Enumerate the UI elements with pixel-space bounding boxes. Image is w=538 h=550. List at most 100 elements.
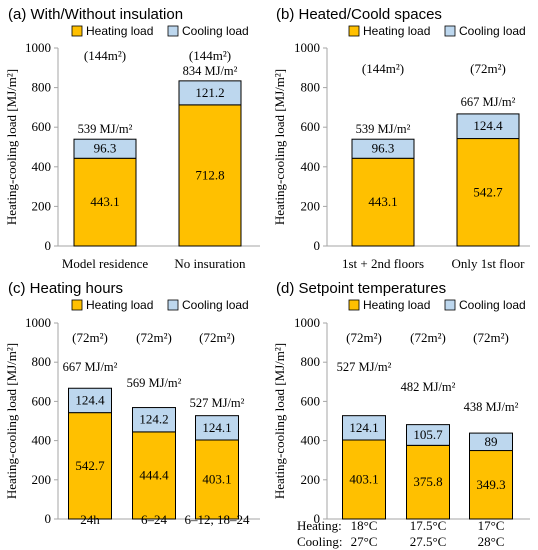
y-tick-label: 200 <box>32 198 52 213</box>
bar-cooling-load <box>73 138 137 159</box>
y-tick-label: 400 <box>32 159 52 174</box>
bar-cooling-load <box>351 138 415 159</box>
x-tick-label: No insuration <box>174 256 246 271</box>
y-tick-label: 1000 <box>25 315 51 330</box>
bar-cooling-load <box>406 424 450 446</box>
bar-heating-load <box>132 431 176 520</box>
area-label: (144m²) <box>84 48 126 63</box>
heating-setpoint-value: 17°C <box>478 518 505 533</box>
y-axis-label: Heating-cooling load [MJ/m²] <box>272 69 287 225</box>
heating-setpoint-label: Heating: <box>297 518 342 533</box>
cooling-setpoint-value: 27.5°C <box>410 534 447 549</box>
legend-label-heating: Heating load <box>363 24 430 38</box>
y-tick-label: 0 <box>314 238 321 253</box>
legend-swatch-cooling <box>444 25 456 37</box>
data-label-cooling: 124.4 <box>75 392 105 407</box>
y-tick-label: 0 <box>314 511 321 526</box>
data-label-cooling: 121.2 <box>195 85 224 100</box>
chart-legend: Heating load Cooling load <box>348 298 526 312</box>
area-label: (72m²) <box>72 330 108 345</box>
bar-heating-load <box>73 157 137 247</box>
y-tick-label: 400 <box>32 433 52 448</box>
cooling-setpoint-label: Cooling: <box>297 534 343 549</box>
chart-title: (c) Heating hours <box>8 280 123 297</box>
total-label: 527 MJ/m² <box>190 396 245 410</box>
legend-swatch-cooling <box>444 299 456 311</box>
bar-heating-load <box>195 439 239 520</box>
x-tick-label: 6–12, 18–24 <box>185 512 251 527</box>
total-label: 667 MJ/m² <box>63 360 118 374</box>
data-label-cooling: 96.3 <box>94 141 117 156</box>
legend-label-cooling: Cooling load <box>182 298 249 312</box>
y-tick-label: 400 <box>301 159 321 174</box>
bar-cooling-load <box>132 407 176 433</box>
x-tick-label: 1st + 2nd floors <box>342 256 424 271</box>
area-label: (72m²) <box>199 330 235 345</box>
chart-title: (a) With/Without insulation <box>8 6 183 23</box>
y-tick-label: 0 <box>45 511 52 526</box>
data-label-cooling: 89 <box>485 434 498 449</box>
bar-heating-load <box>68 412 112 520</box>
legend-swatch-cooling <box>167 299 179 311</box>
y-tick-label: 800 <box>32 354 52 369</box>
area-label: (144m²) <box>189 48 231 63</box>
data-label-heating: 712.8 <box>195 167 224 182</box>
total-label: 834 MJ/m² <box>183 64 238 78</box>
legend-label-heating: Heating load <box>86 298 153 312</box>
data-label-heating: 542.7 <box>75 458 105 473</box>
area-label: (72m²) <box>473 330 509 345</box>
data-label-heating: 349.3 <box>476 477 505 492</box>
x-tick-label: 6–24 <box>141 512 168 527</box>
total-label: 569 MJ/m² <box>127 376 182 390</box>
area-label: (144m²) <box>362 61 404 76</box>
y-tick-label: 1000 <box>294 40 320 55</box>
chart-title: (d) Setpoint temperatures <box>276 280 446 297</box>
data-label-cooling: 124.4 <box>473 118 503 133</box>
total-label: 667 MJ/m² <box>461 95 516 109</box>
y-tick-label: 600 <box>32 393 52 408</box>
legend-label-cooling: Cooling load <box>459 298 526 312</box>
heating-setpoint-value: 17.5°C <box>410 518 447 533</box>
bar-heating-load <box>178 104 242 247</box>
area-label: (72m²) <box>346 330 382 345</box>
data-label-cooling: 96.3 <box>372 141 395 156</box>
y-tick-label: 200 <box>301 198 321 213</box>
y-tick-label: 400 <box>301 433 321 448</box>
legend-label-cooling: Cooling load <box>182 24 249 38</box>
x-tick-label: Model residence <box>62 256 149 271</box>
data-label-cooling: 124.1 <box>349 420 378 435</box>
y-tick-label: 800 <box>301 80 321 95</box>
total-label: 539 MJ/m² <box>356 122 411 136</box>
data-label-heating: 403.1 <box>202 471 231 486</box>
legend-swatch-heating <box>348 25 360 37</box>
legend-swatch-cooling <box>167 25 179 37</box>
bar-cooling-load <box>178 80 242 106</box>
legend-label-heating: Heating load <box>86 24 153 38</box>
y-tick-label: 600 <box>32 119 52 134</box>
legend-swatch-heating <box>348 299 360 311</box>
y-tick-label: 800 <box>32 80 52 95</box>
y-axis-label: Heating-cooling load [MJ/m²] <box>4 69 19 225</box>
area-label: (72m²) <box>470 61 506 76</box>
total-label: 527 MJ/m² <box>337 360 392 374</box>
data-label-heating: 375.8 <box>413 474 442 489</box>
legend-label-heating: Heating load <box>363 298 430 312</box>
data-label-cooling: 105.7 <box>413 427 443 442</box>
legend-label-cooling: Cooling load <box>459 24 526 38</box>
area-label: (72m²) <box>136 330 172 345</box>
total-label: 539 MJ/m² <box>78 122 133 136</box>
bar-cooling-load <box>195 415 239 441</box>
x-tick-label: Only 1st floor <box>452 256 526 271</box>
y-tick-label: 600 <box>301 393 321 408</box>
y-axis-label: Heating-cooling load [MJ/m²] <box>4 343 19 499</box>
chart-legend: Heating load Cooling load <box>71 298 249 312</box>
setpoint-labels: Heating:Cooling: 18°C27°C 17.5°C27.5°C 17°C… <box>297 518 504 549</box>
y-tick-label: 200 <box>301 472 321 487</box>
chart-legend: Heating load Cooling load <box>71 24 249 38</box>
legend-swatch-heating <box>71 299 83 311</box>
y-tick-label: 600 <box>301 119 321 134</box>
